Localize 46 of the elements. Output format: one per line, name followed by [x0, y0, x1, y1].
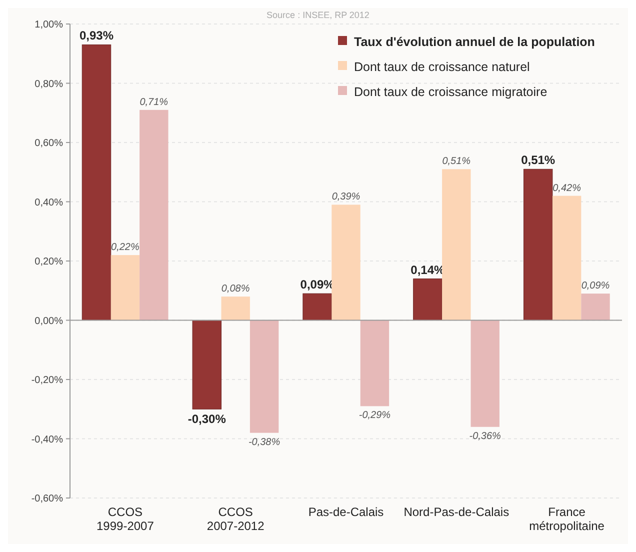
- data-label: 0,08%: [221, 284, 250, 295]
- y-tick-label: -0,60%: [31, 494, 64, 504]
- x-tick-label: Nord-Pas-de-Calais: [404, 505, 510, 519]
- data-label: -0,38%: [248, 436, 280, 448]
- bar: [221, 296, 250, 320]
- data-label: 0,22%: [111, 242, 140, 254]
- bar: [413, 278, 442, 320]
- y-tick-label: 0,80%: [34, 78, 64, 90]
- bar: [581, 294, 610, 320]
- source-note: Source : INSEE, RP 2012: [266, 10, 370, 20]
- y-tick-label: 0,00%: [34, 316, 64, 327]
- bar: [302, 293, 332, 320]
- data-label: -0,36%: [469, 430, 502, 442]
- y-tick-label: 0,40%: [34, 197, 64, 208]
- bar: [140, 110, 168, 320]
- bar: [523, 168, 553, 320]
- data-label: 0,42%: [552, 182, 582, 194]
- x-tick-label: Pas-de-Calais: [308, 505, 384, 519]
- bar: [360, 320, 390, 406]
- x-tick-label: CCOS 1999-2007: [96, 505, 154, 533]
- data-label: -0,29%: [358, 410, 391, 422]
- y-tick-label: 0,60%: [34, 138, 64, 149]
- x-tick-label: CCOS 2007-2012: [206, 505, 265, 533]
- bar: [442, 169, 471, 320]
- bar: [470, 320, 500, 427]
- data-label: 0,71%: [140, 96, 168, 108]
- bar: [332, 204, 360, 320]
- y-tick-label: -0,20%: [31, 375, 64, 386]
- bar: [250, 320, 279, 433]
- data-label: 0,51%: [521, 153, 556, 168]
- data-label: 0,51%: [442, 156, 471, 168]
- data-label: 0,09%: [581, 280, 610, 292]
- data-label: 0,39%: [332, 192, 360, 203]
- bar: [110, 255, 140, 320]
- legend-label: Dont taux de croissance migratoire: [354, 84, 548, 99]
- y-tick-label: -0,40%: [31, 434, 64, 446]
- x-tick-label: France métropolitaine: [529, 505, 605, 533]
- legend-label: Dont taux de croissance naturel: [354, 60, 530, 74]
- bar: [552, 196, 582, 320]
- legend-label: Taux d'évolution annuel de la population: [354, 34, 595, 49]
- bar: [82, 44, 112, 320]
- data-label: 0,93%: [79, 28, 114, 43]
- y-tick-label: 1,00%: [34, 20, 64, 30]
- data-label: -0,30%: [188, 412, 226, 426]
- bar: [192, 320, 222, 410]
- y-tick-label: 0,20%: [34, 256, 64, 268]
